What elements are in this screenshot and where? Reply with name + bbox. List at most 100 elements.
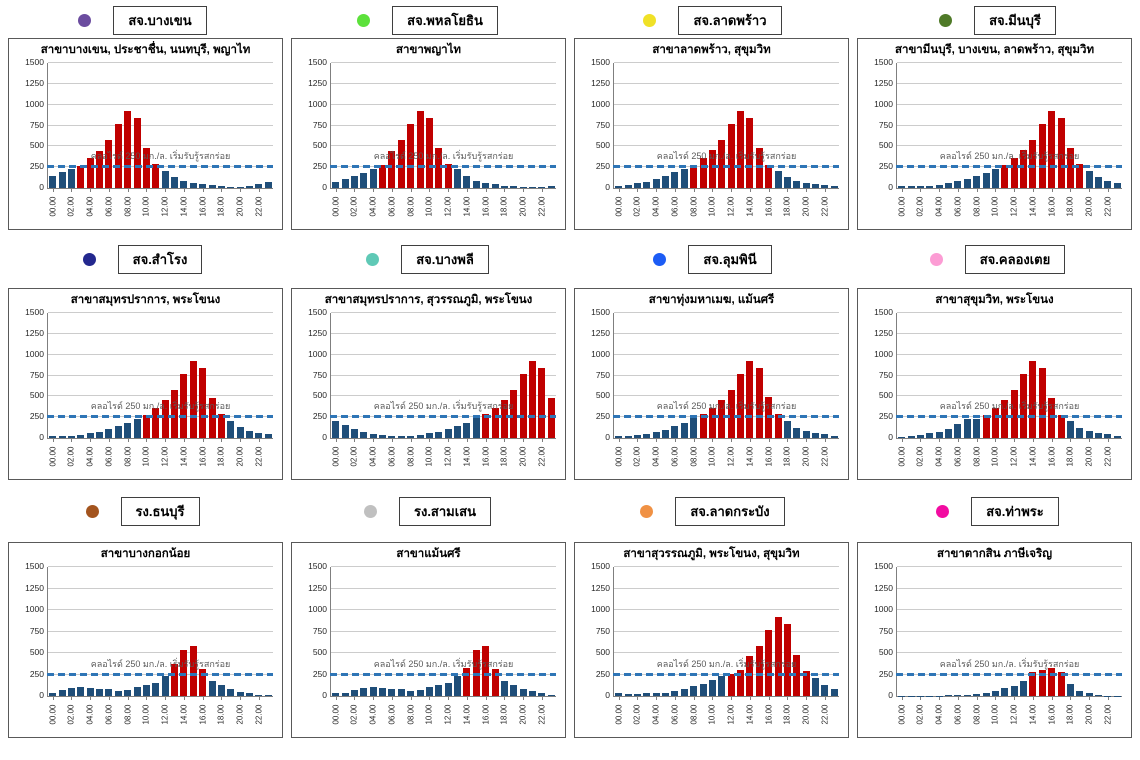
bar: [1085, 170, 1093, 188]
y-tick-label: 1500: [874, 561, 893, 571]
bar: [86, 688, 94, 696]
bar: [1104, 180, 1112, 188]
y-tick-label: 1000: [591, 604, 610, 615]
chart-title: สาขาทุ่งมหาเมฆ, แม้นศรี: [648, 294, 775, 306]
bar: [444, 682, 452, 696]
x-tick-label: 16.00: [198, 704, 208, 725]
x-axis-tick: [71, 438, 73, 442]
y-tick-label: 1250: [25, 327, 44, 338]
x-axis-tick: [674, 188, 676, 192]
x-axis-tick: [202, 188, 204, 192]
y-tick-label: 250: [29, 411, 44, 422]
x-tick-label: 18.00: [1065, 704, 1075, 725]
x-tick-label: 16.00: [198, 196, 208, 217]
x-axis-tick: [221, 188, 223, 192]
x-axis-tick: [712, 438, 714, 442]
x-tick-label: 20.00: [801, 704, 811, 725]
threshold-annotation: คลอไรด์ 250 มก./ล. เริ่มรับรู้รสกร่อย: [373, 658, 514, 669]
y-tick-label: 750: [878, 119, 893, 130]
bar: [416, 435, 424, 438]
bar: [255, 433, 263, 438]
bar: [67, 688, 75, 696]
bar: [255, 183, 263, 188]
x-tick-label: 10.00: [141, 196, 151, 217]
x-axis-tick: [824, 188, 826, 192]
x-tick-label: 20.00: [801, 196, 811, 217]
bar: [1076, 690, 1084, 696]
y-tick-label: 1500: [25, 57, 44, 67]
x-tick-label: 12.00: [1009, 704, 1019, 725]
bar: [737, 111, 745, 188]
bar: [624, 693, 632, 696]
x-tick-label: 14.00: [462, 196, 472, 217]
bar: [96, 688, 104, 696]
bar: [1001, 399, 1009, 438]
bar: [435, 431, 443, 438]
grid-line: [48, 609, 273, 610]
x-axis-tick: [221, 696, 223, 700]
grid-line: [331, 312, 556, 313]
x-axis-tick: [1107, 696, 1109, 700]
bar: [812, 677, 820, 696]
x-axis-tick: [995, 438, 997, 442]
bar: [727, 123, 735, 188]
bar: [500, 399, 508, 438]
x-tick-label: 08.00: [406, 704, 416, 725]
y-tick-label: 0: [888, 432, 893, 442]
y-tick-label: 0: [605, 690, 610, 700]
threshold-annotation: คลอไรด์ 250 มก./ล. เริ่มรับรู้รสกร่อย: [656, 151, 797, 162]
x-axis-tick: [1014, 696, 1016, 700]
bar: [662, 693, 670, 696]
bar: [671, 172, 679, 188]
grid-line: [614, 374, 839, 376]
grid-line: [48, 145, 273, 147]
bar: [189, 646, 197, 696]
x-tick-label: 02.00: [915, 446, 925, 467]
bar: [615, 692, 623, 696]
threshold-annotation: คลอไรด์ 250 มก./ล. เริ่มรับรู้รสกร่อย: [90, 658, 231, 669]
bar: [633, 693, 641, 696]
bar: [680, 423, 688, 438]
x-axis-tick: [202, 696, 204, 700]
x-axis-tick: [957, 188, 959, 192]
bar: [954, 695, 962, 696]
x-axis-tick: [1107, 188, 1109, 192]
bar: [746, 118, 754, 188]
grid-line: [614, 82, 839, 84]
bar: [963, 178, 971, 188]
x-tick-label: 20.00: [518, 446, 528, 467]
x-axis-tick: [976, 438, 978, 442]
chart-panel: สาขาสมุทรปราการ, สุวรรณภูมิ, พระโขนง 0 250…: [291, 288, 566, 480]
x-axis-tick: [429, 696, 431, 700]
x-axis-tick: [1014, 438, 1016, 442]
x-axis-tick: [674, 438, 676, 442]
bar: [114, 425, 122, 438]
grid-line: [48, 82, 273, 84]
x-axis-tick: [523, 696, 525, 700]
bar: [152, 408, 160, 438]
x-axis-tick: [920, 696, 922, 700]
grid-line: [897, 609, 1122, 610]
bar: [662, 175, 670, 188]
x-tick-label: 06.00: [670, 446, 680, 467]
bar: [718, 676, 726, 696]
y-tick-label: 250: [312, 668, 327, 679]
y-tick-label: 250: [878, 161, 893, 172]
bar: [765, 629, 773, 696]
x-tick-label: 04.00: [651, 196, 661, 217]
bar: [624, 185, 632, 188]
plot-area: 0 250 500 750 1000 1250 1500 คลอไรด์ 250 มก./ล.…: [591, 561, 839, 725]
bar: [171, 177, 179, 188]
y-tick-label: 250: [29, 668, 44, 679]
plot-area: 0 250 500 750 1000 1250 1500 คลอไรด์ 250 มก./ล.…: [25, 307, 273, 467]
x-axis-tick: [354, 438, 356, 442]
legend-dot-icon: [653, 252, 667, 266]
bar: [783, 623, 791, 696]
grid-line: [897, 62, 1122, 63]
x-tick-label: 04.00: [85, 446, 95, 467]
threshold-line: [613, 165, 839, 169]
y-tick-label: 500: [595, 140, 610, 151]
x-axis-tick: [618, 696, 620, 700]
bar: [708, 680, 716, 696]
plot-area: 0 250 500 750 1000 1250 1500 คลอไรด์ 250 มก./ล.…: [308, 57, 556, 217]
